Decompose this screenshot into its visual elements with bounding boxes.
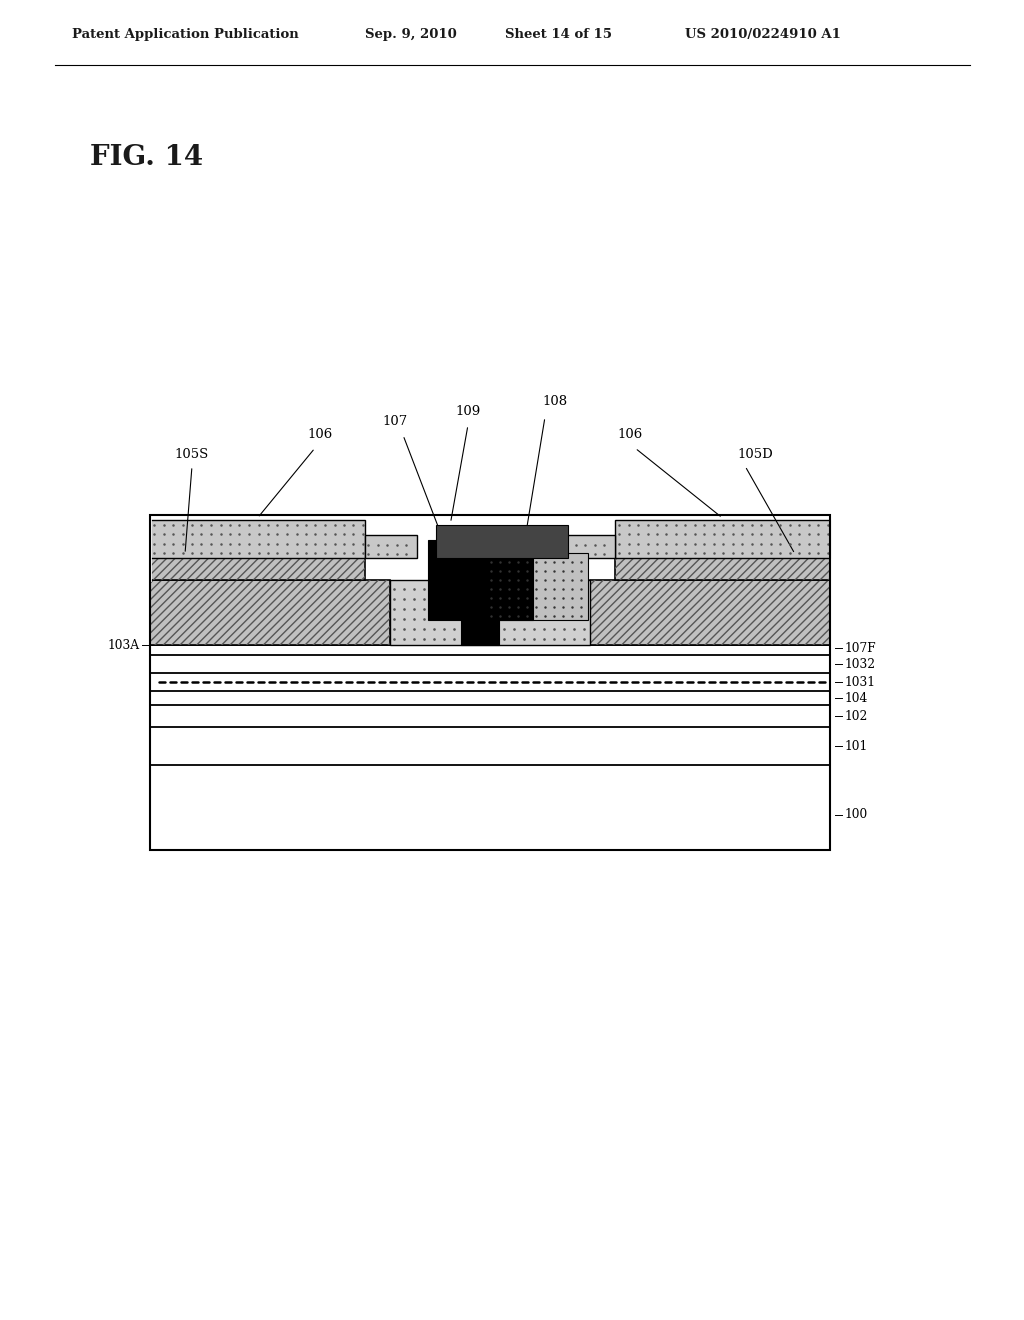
Bar [150, 690, 830, 705]
Text: 106: 106 [617, 428, 643, 441]
Bar [150, 558, 365, 579]
Text: 107: 107 [382, 414, 408, 428]
Bar [563, 535, 615, 558]
Bar [461, 576, 499, 645]
Text: Sheet 14 of 15: Sheet 14 of 15 [505, 28, 612, 41]
Text: 106: 106 [307, 428, 333, 441]
Bar [590, 579, 830, 645]
Text: US 2010/0224910 A1: US 2010/0224910 A1 [685, 28, 841, 41]
Text: 103A: 103A [108, 639, 140, 652]
Bar [150, 645, 830, 655]
Bar [150, 579, 390, 645]
Bar [390, 579, 590, 645]
Text: 105D: 105D [737, 447, 773, 461]
Bar [590, 579, 830, 645]
Bar [427, 540, 532, 620]
Text: 1032: 1032 [845, 657, 877, 671]
Text: 100: 100 [845, 808, 868, 821]
Text: 104: 104 [845, 692, 868, 705]
Bar [150, 705, 830, 727]
Text: 102: 102 [845, 710, 868, 722]
Text: 1031: 1031 [845, 676, 876, 689]
Text: 107F: 107F [845, 642, 877, 655]
Text: FIG. 14: FIG. 14 [90, 144, 203, 172]
Bar [615, 558, 830, 579]
Bar [150, 673, 830, 690]
Bar [150, 558, 365, 579]
Text: 109: 109 [456, 405, 480, 418]
Text: 108: 108 [543, 395, 567, 408]
Text: 105S: 105S [175, 447, 209, 461]
Bar [150, 655, 830, 673]
Bar [488, 553, 588, 620]
Bar [615, 520, 830, 558]
Bar [435, 525, 567, 558]
Text: Patent Application Publication: Patent Application Publication [72, 28, 299, 41]
Bar [365, 535, 417, 558]
Bar [150, 727, 830, 766]
Text: 101: 101 [845, 739, 868, 752]
Text: Sep. 9, 2010: Sep. 9, 2010 [365, 28, 457, 41]
Bar [150, 515, 830, 850]
Bar [150, 579, 390, 645]
Bar [150, 766, 830, 850]
Bar [150, 520, 365, 558]
Bar [615, 558, 830, 579]
